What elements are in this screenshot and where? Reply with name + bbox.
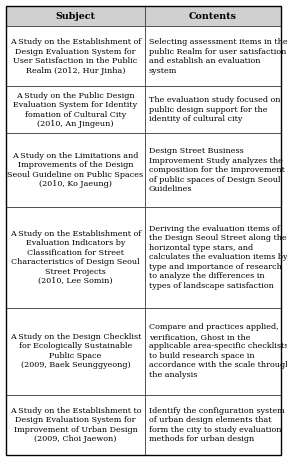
Text: Selecting assessment items in the
public Realm for user satisfaction
and establi: Selecting assessment items in the public…: [149, 38, 287, 75]
Bar: [6, 86, 145, 133]
Bar: [6, 26, 145, 86]
Bar: [6, 395, 145, 455]
Bar: [145, 395, 281, 455]
Bar: [6, 6, 145, 26]
Text: Design Street Business
Improvement Study analyzes the
composition for the improv: Design Street Business Improvement Study…: [149, 147, 285, 193]
Text: Identify the configuration system
of urban design elements that
form the city to: Identify the configuration system of urb…: [149, 407, 285, 443]
Text: A Study on the Public Design
Evaluation System for Identity
fomation of Cultural: A Study on the Public Design Evaluation …: [13, 92, 137, 128]
Text: Contents: Contents: [189, 12, 237, 21]
Text: A Study on the Limitations and
Improvements of the Design
Seoul Guideline on Pub: A Study on the Limitations and Improveme…: [7, 152, 143, 189]
Bar: [6, 307, 145, 395]
Bar: [145, 6, 281, 26]
Text: Compare and practices applied,
verification, Ghost in the
applicable area-specif: Compare and practices applied, verificat…: [149, 323, 287, 379]
Bar: [6, 207, 145, 307]
Bar: [145, 207, 281, 307]
Text: A Study on the Design Checklist
for Ecologically Sustainable
Public Space
(2009,: A Study on the Design Checklist for Ecol…: [10, 333, 141, 369]
Text: Subject: Subject: [55, 12, 96, 21]
Text: The evaluation study focused on
public design support for the
identity of cultur: The evaluation study focused on public d…: [149, 96, 280, 124]
Text: A Study on the Establishment to
Design Evaluation System for
Improvement of Urba: A Study on the Establishment to Design E…: [10, 407, 141, 443]
Text: A Study on the Establishment of
Evaluation Indicators by
Classification for Stre: A Study on the Establishment of Evaluati…: [10, 230, 141, 285]
Bar: [145, 307, 281, 395]
Bar: [145, 133, 281, 207]
Text: Deriving the evaluation items of
the Design Seoul Street along the
horizontal ty: Deriving the evaluation items of the Des…: [149, 225, 287, 290]
Text: A Study on the Establishment of
Design Evaluation System for
User Satisfaction i: A Study on the Establishment of Design E…: [10, 38, 141, 75]
Bar: [145, 26, 281, 86]
Bar: [6, 133, 145, 207]
Bar: [145, 86, 281, 133]
